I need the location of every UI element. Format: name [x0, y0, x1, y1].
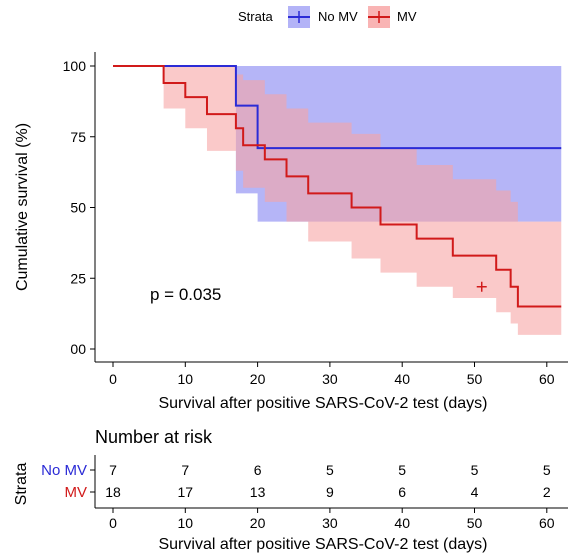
legend-label-no-mv: No MV [318, 9, 358, 24]
risk-table-cells: 7 7 6 5 5 5 5 18 17 13 9 6 4 2 [90, 462, 551, 500]
survival-curve-mv [113, 65, 562, 308]
risk-cell: 7 [109, 462, 117, 478]
legend-title: Strata [238, 9, 273, 24]
survival-plot: 00 25 50 75 100 0 10 20 30 40 50 60 p = 0.035 Cumu… [14, 52, 568, 412]
risk-x-tick-label: 20 [250, 515, 266, 531]
risk-cell: 9 [326, 484, 334, 500]
risk-cell: 7 [181, 462, 189, 478]
confidence-bands [113, 66, 562, 335]
risk-cell: 5 [543, 462, 551, 478]
confidence-band-mv [113, 66, 562, 335]
x-tick-label: 40 [394, 371, 410, 387]
p-value-annotation: p = 0.035 [150, 285, 221, 304]
x-tick-label: 0 [109, 371, 117, 387]
x-tick-label: 60 [539, 371, 555, 387]
x-ticks: 0 10 20 30 40 50 60 [109, 362, 555, 387]
censor-marks [476, 281, 487, 292]
risk-cell: 18 [105, 484, 121, 500]
risk-cell: 5 [398, 462, 406, 478]
y-tick-label: 50 [70, 200, 86, 216]
risk-x-tick-label: 50 [467, 515, 483, 531]
risk-row-label-mv: MV [65, 484, 88, 501]
survival-curve-no-mv [113, 65, 562, 150]
risk-table-title: Number at risk [95, 427, 213, 447]
y-tick-label: 75 [70, 129, 86, 145]
risk-x-tick-label: 60 [539, 515, 555, 531]
x-tick-label: 30 [322, 371, 338, 387]
y-tick-label: 100 [63, 58, 87, 74]
risk-cell: 4 [471, 484, 479, 500]
risk-cell: 5 [326, 462, 334, 478]
legend-label-mv: MV [397, 9, 417, 24]
risk-table: Number at risk Strata No MV MV 7 7 6 5 5 5 5 18… [13, 427, 568, 553]
y-tick-label: 25 [70, 270, 86, 286]
risk-cell: 17 [178, 484, 194, 500]
risk-table-strata-title: Strata [13, 463, 30, 506]
risk-cell: 13 [250, 484, 266, 500]
legend: Strata No MV MV [238, 6, 417, 28]
risk-cell: 2 [543, 484, 551, 500]
survival-curves [113, 65, 562, 308]
risk-cell: 6 [254, 462, 262, 478]
risk-x-axis-title: Survival after positive SARS-CoV-2 test … [158, 536, 487, 553]
risk-row-label-no-mv: No MV [41, 462, 87, 479]
risk-x-tick-label: 0 [109, 515, 117, 531]
x-tick-label: 10 [178, 371, 194, 387]
x-tick-label: 50 [467, 371, 483, 387]
risk-cell: 5 [471, 462, 479, 478]
risk-x-ticks: 0 10 20 30 40 50 60 [109, 508, 555, 531]
risk-x-tick-label: 10 [178, 515, 194, 531]
risk-x-tick-label: 30 [322, 515, 338, 531]
y-axis-title: Cumulative survival (%) [14, 123, 31, 291]
y-tick-label: 00 [70, 341, 86, 357]
x-tick-label: 20 [250, 371, 266, 387]
y-ticks: 00 25 50 75 100 [63, 58, 95, 357]
risk-x-tick-label: 40 [394, 515, 410, 531]
x-axis-title: Survival after positive SARS-CoV-2 test … [158, 395, 487, 412]
risk-cell: 6 [398, 484, 406, 500]
